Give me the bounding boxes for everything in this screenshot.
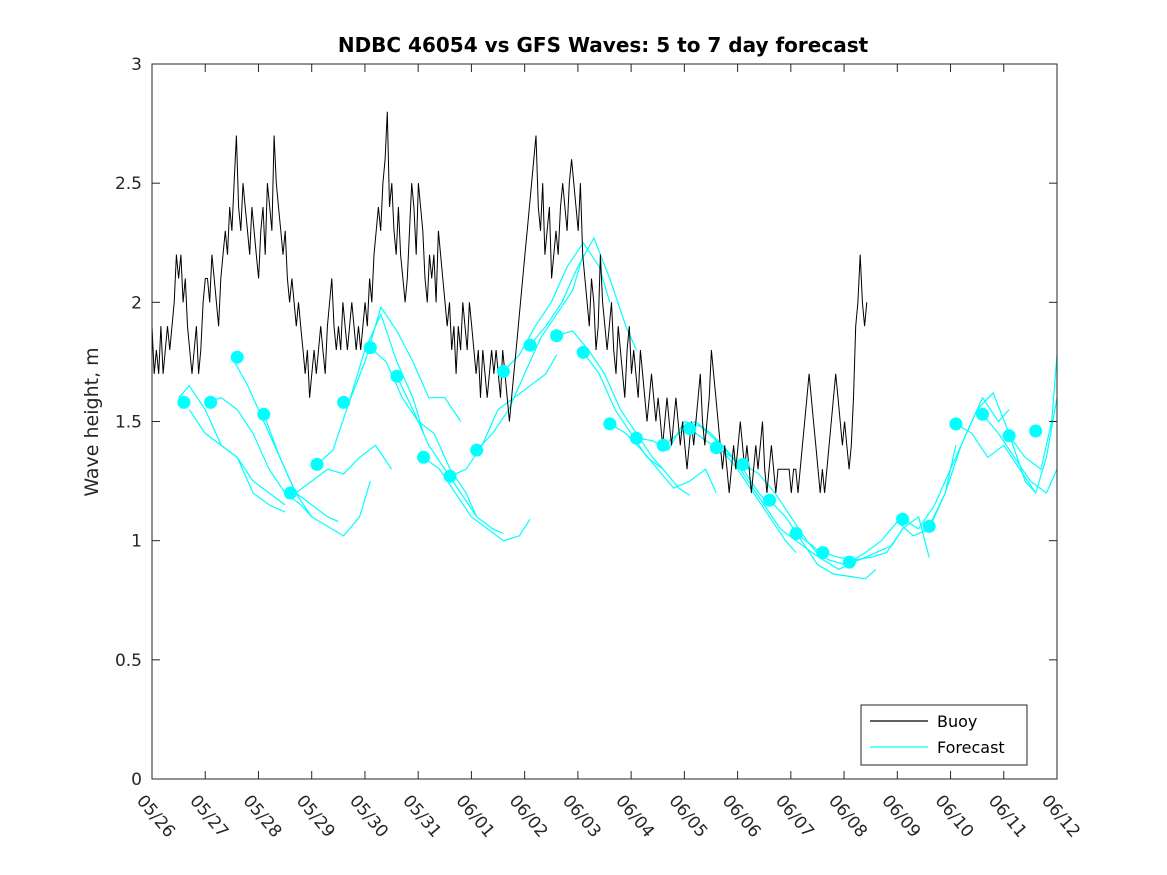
- forecast-marker-31: [1029, 424, 1043, 438]
- legend-label-buoy: Buoy: [937, 712, 977, 731]
- y-tick-label-4: 2: [131, 293, 142, 313]
- x-tick-label-0: 05/26: [132, 791, 179, 841]
- x-tick-label-6: 06/01: [452, 791, 499, 841]
- forecast-line-29: [955, 397, 1058, 495]
- y-tick-label-2: 1: [131, 532, 142, 552]
- x-tick-label-7: 06/02: [505, 791, 552, 841]
- forecast-marker-3: [257, 407, 271, 421]
- forecast-line-8: [369, 347, 478, 518]
- forecast-line-30: [982, 413, 1058, 494]
- x-tick-label-11: 06/06: [718, 791, 765, 841]
- forecast-marker-9: [417, 450, 430, 464]
- forecast-line-25: [822, 515, 930, 561]
- forecast-line-10: [423, 456, 531, 542]
- x-tick-label-10: 06/05: [665, 791, 712, 841]
- y-axis-label: Wave height, m: [81, 347, 103, 496]
- forecast-marker-24: [816, 546, 830, 560]
- forecast-marker-12: [496, 365, 510, 378]
- forecast-marker-21: [736, 457, 750, 471]
- forecast-marker-1: [204, 395, 218, 409]
- x-tick-label-4: 05/30: [345, 791, 392, 841]
- forecast-line-5: [295, 444, 393, 494]
- chart-title: NDBC 46054 vs GFS Waves: 5 to 7 day fore…: [338, 33, 869, 57]
- forecast-line-17: [609, 423, 717, 494]
- x-tick-label-14: 06/09: [877, 791, 924, 841]
- forecast-marker-5: [310, 457, 324, 471]
- forecast-marker-30: [1002, 429, 1016, 443]
- legend-box: [860, 704, 1028, 766]
- legend-label-forecast: Forecast: [937, 738, 1005, 757]
- forecast-marker-8: [390, 369, 404, 383]
- forecast-marker-4: [283, 486, 297, 500]
- y-tick-label-0: 0: [131, 770, 142, 790]
- forecast-marker-23: [789, 527, 803, 540]
- x-tick-label-12: 06/07: [771, 791, 818, 841]
- forecast-marker-6: [337, 395, 351, 409]
- forecast-marker-27: [922, 519, 936, 533]
- buoy-line: [151, 111, 868, 494]
- forecast-marker-25: [842, 555, 856, 569]
- x-tick-label-15: 06/10: [931, 791, 978, 841]
- forecast-line-1: [188, 409, 286, 513]
- forecast-line-12: [476, 254, 584, 451]
- forecast-line-16: [582, 352, 691, 496]
- x-tick-label-8: 06/03: [558, 791, 605, 841]
- x-tick-label-13: 06/08: [824, 791, 871, 841]
- forecast-marker-18: [656, 438, 670, 452]
- y-tick-label-3: 1.5: [115, 413, 142, 433]
- forecast-marker-10: [443, 469, 457, 483]
- forecast-marker-2: [230, 350, 244, 364]
- y-tick-label-1: 0.5: [115, 651, 142, 671]
- forecast-line-20: [689, 428, 797, 553]
- y-tick-label-6: 3: [131, 55, 142, 75]
- legend: Buoy Forecast: [860, 704, 1028, 766]
- forecast-marker-26: [896, 512, 910, 526]
- forecast-marker-17: [629, 431, 643, 445]
- forecast-marker-0: [177, 395, 191, 409]
- forecast-line-15: [556, 330, 664, 470]
- forecast-line-13: [502, 241, 611, 372]
- forecast-line-23: [769, 499, 877, 580]
- x-tick-label-2: 05/28: [239, 791, 286, 841]
- forecast-line-27: [902, 396, 1010, 530]
- x-tick-label-3: 05/29: [292, 791, 339, 841]
- forecast-line-11: [449, 354, 558, 477]
- buoy-series: [151, 111, 868, 494]
- forecast-marker-20: [709, 441, 723, 455]
- forecast-line-6: [316, 312, 425, 465]
- x-tick-label-16: 06/11: [984, 791, 1031, 841]
- forecast-line-31: [1008, 354, 1058, 471]
- x-tick-label-17: 06/12: [1037, 791, 1084, 841]
- forecast-marker-16: [603, 417, 617, 431]
- forecast-line-2: [205, 397, 313, 518]
- forecast-marker-7: [363, 341, 377, 355]
- forecast-marker-11: [470, 443, 484, 457]
- forecast-marker-22: [763, 493, 776, 507]
- forecast-marker-29: [976, 407, 989, 421]
- forecast-marker-19: [683, 422, 697, 436]
- forecast-marker-13: [523, 338, 537, 352]
- forecast-line-4: [263, 414, 371, 537]
- forecast-marker-15: [576, 345, 590, 359]
- y-tick-label-5: 2.5: [115, 174, 142, 194]
- x-tick-label-9: 06/04: [611, 791, 658, 841]
- forecast-marker-14: [550, 329, 564, 343]
- forecast-marker-28: [949, 417, 963, 431]
- forecast-line-14: [529, 236, 637, 351]
- x-tick-label-5: 05/31: [398, 791, 445, 841]
- x-tick-label-1: 05/27: [185, 791, 232, 841]
- forecast-markers: [177, 329, 1043, 569]
